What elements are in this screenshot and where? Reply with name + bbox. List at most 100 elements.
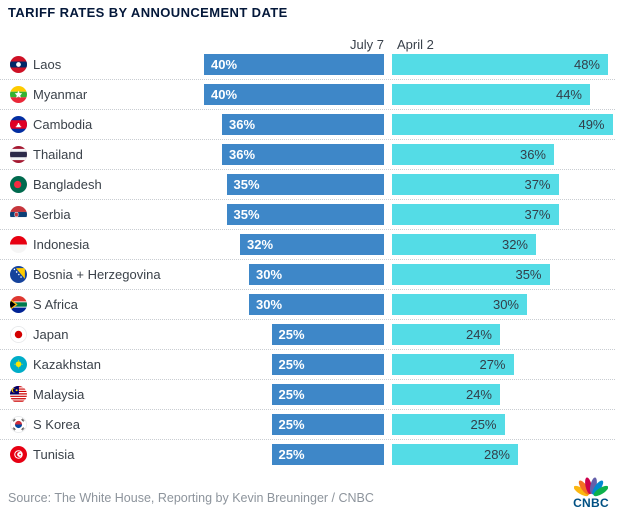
flag-bangladesh-icon [10, 176, 27, 193]
april2-bar-value: 37% [524, 177, 551, 192]
april2-bar: 27% [392, 354, 514, 375]
july7-bar-value: 36% [229, 117, 256, 132]
country-label: Indonesia [33, 237, 90, 252]
country-label: Thailand [33, 147, 83, 162]
april2-bar-value: 49% [578, 117, 605, 132]
flag-malaysia-icon [10, 386, 27, 403]
july7-bar: 25% [271, 414, 384, 435]
chart-rows: Laos 40% 48% Myanmar 40% 44% Cambodia 36% 49% Tha… [0, 50, 615, 470]
july7-bar-value: 40% [211, 87, 238, 102]
july7-bar-value: 36% [229, 147, 256, 162]
column-header-april2: April 2 [397, 37, 434, 52]
april2-bar: 48% [392, 54, 608, 75]
country-label: Bangladesh [33, 177, 102, 192]
april2-bar: 49% [392, 114, 613, 135]
july7-bar: 25% [271, 444, 384, 465]
july7-bar-value: 25% [278, 447, 305, 462]
column-header-july7: July 7 [350, 37, 384, 52]
april2-bar-value: 27% [479, 357, 506, 372]
flag-myanmar-icon [10, 86, 27, 103]
july7-bar-value: 40% [211, 57, 238, 72]
flag-cambodia-icon [10, 116, 27, 133]
country-label: Serbia [33, 207, 71, 222]
flag-laos-icon [10, 56, 27, 73]
country-label: Laos [33, 57, 62, 72]
flag-indonesia-icon [10, 236, 27, 253]
flag-tunisia-icon [10, 446, 27, 463]
table-row: Serbia 35% 37% [0, 200, 615, 230]
july7-bar-value: 35% [233, 207, 260, 222]
july7-bar-value: 32% [247, 237, 274, 252]
flag-skorea-icon [10, 416, 27, 433]
flag-kazakhstan-icon [10, 356, 27, 373]
cnbc-logo-text: CNBC [573, 496, 609, 510]
table-row: Kazakhstan 25% 27% [0, 350, 615, 380]
july7-bar-value: 25% [278, 417, 305, 432]
flag-bosnia-icon [10, 266, 27, 283]
july7-bar: 40% [204, 54, 384, 75]
flag-japan-icon [10, 326, 27, 343]
july7-bar-value: 30% [256, 267, 283, 282]
july7-bar-value: 25% [278, 357, 305, 372]
july7-bar: 25% [271, 354, 384, 375]
april2-bar: 30% [392, 294, 527, 315]
april2-bar-value: 48% [573, 57, 600, 72]
country-label: Tunisia [33, 447, 75, 462]
country-label: S Africa [33, 297, 78, 312]
july7-bar: 25% [271, 324, 384, 345]
april2-bar-value: 30% [492, 297, 519, 312]
july7-bar: 30% [249, 294, 384, 315]
flag-serbia-icon [10, 206, 27, 223]
source-note: Source: The White House, Reporting by Ke… [8, 491, 374, 505]
july7-bar: 32% [240, 234, 384, 255]
table-row: Bosnia + Herzegovina 30% 35% [0, 260, 615, 290]
april2-bar: 44% [392, 84, 590, 105]
country-label: Japan [33, 327, 69, 342]
july7-bar-value: 25% [278, 387, 305, 402]
april2-bar-value: 36% [519, 147, 546, 162]
april2-bar: 28% [392, 444, 518, 465]
april2-bar-value: 44% [555, 87, 582, 102]
country-label: Bosnia + Herzegovina [33, 267, 161, 282]
april2-bar-value: 35% [515, 267, 542, 282]
table-row: Laos 40% 48% [0, 50, 615, 80]
table-row: Tunisia 25% 28% [0, 440, 615, 470]
table-row: Bangladesh 35% 37% [0, 170, 615, 200]
july7-bar-value: 25% [278, 327, 305, 342]
table-row: Cambodia 36% 49% [0, 110, 615, 140]
april2-bar-value: 24% [465, 387, 492, 402]
flag-thailand-icon [10, 146, 27, 163]
april2-bar: 24% [392, 384, 500, 405]
april2-bar: 25% [392, 414, 505, 435]
april2-bar: 36% [392, 144, 554, 165]
cnbc-peacock-icon [574, 477, 608, 497]
cnbc-logo: CNBC [568, 476, 614, 510]
country-label: Kazakhstan [33, 357, 101, 372]
july7-bar: 35% [226, 204, 384, 225]
april2-bar: 37% [392, 204, 559, 225]
april2-bar-value: 37% [524, 207, 551, 222]
april2-bar-value: 24% [465, 327, 492, 342]
table-row: Myanmar 40% 44% [0, 80, 615, 110]
april2-bar: 32% [392, 234, 536, 255]
july7-bar: 35% [226, 174, 384, 195]
table-row: S Korea 25% 25% [0, 410, 615, 440]
july7-bar-value: 30% [256, 297, 283, 312]
table-row: Malaysia 25% 24% [0, 380, 615, 410]
april2-bar-value: 28% [483, 447, 510, 462]
table-row: Japan 25% 24% [0, 320, 615, 350]
april2-bar-value: 32% [501, 237, 528, 252]
country-label: Cambodia [33, 117, 93, 132]
july7-bar: 36% [222, 114, 384, 135]
april2-bar-value: 25% [470, 417, 497, 432]
country-label: Myanmar [33, 87, 88, 102]
april2-bar: 37% [392, 174, 559, 195]
april2-bar: 35% [392, 264, 550, 285]
july7-bar: 25% [271, 384, 384, 405]
table-row: Indonesia 32% 32% [0, 230, 615, 260]
july7-bar: 40% [204, 84, 384, 105]
july7-bar-value: 35% [233, 177, 260, 192]
country-label: Malaysia [33, 387, 85, 402]
page-title: TARIFF RATES BY ANNOUNCEMENT DATE [8, 5, 288, 20]
